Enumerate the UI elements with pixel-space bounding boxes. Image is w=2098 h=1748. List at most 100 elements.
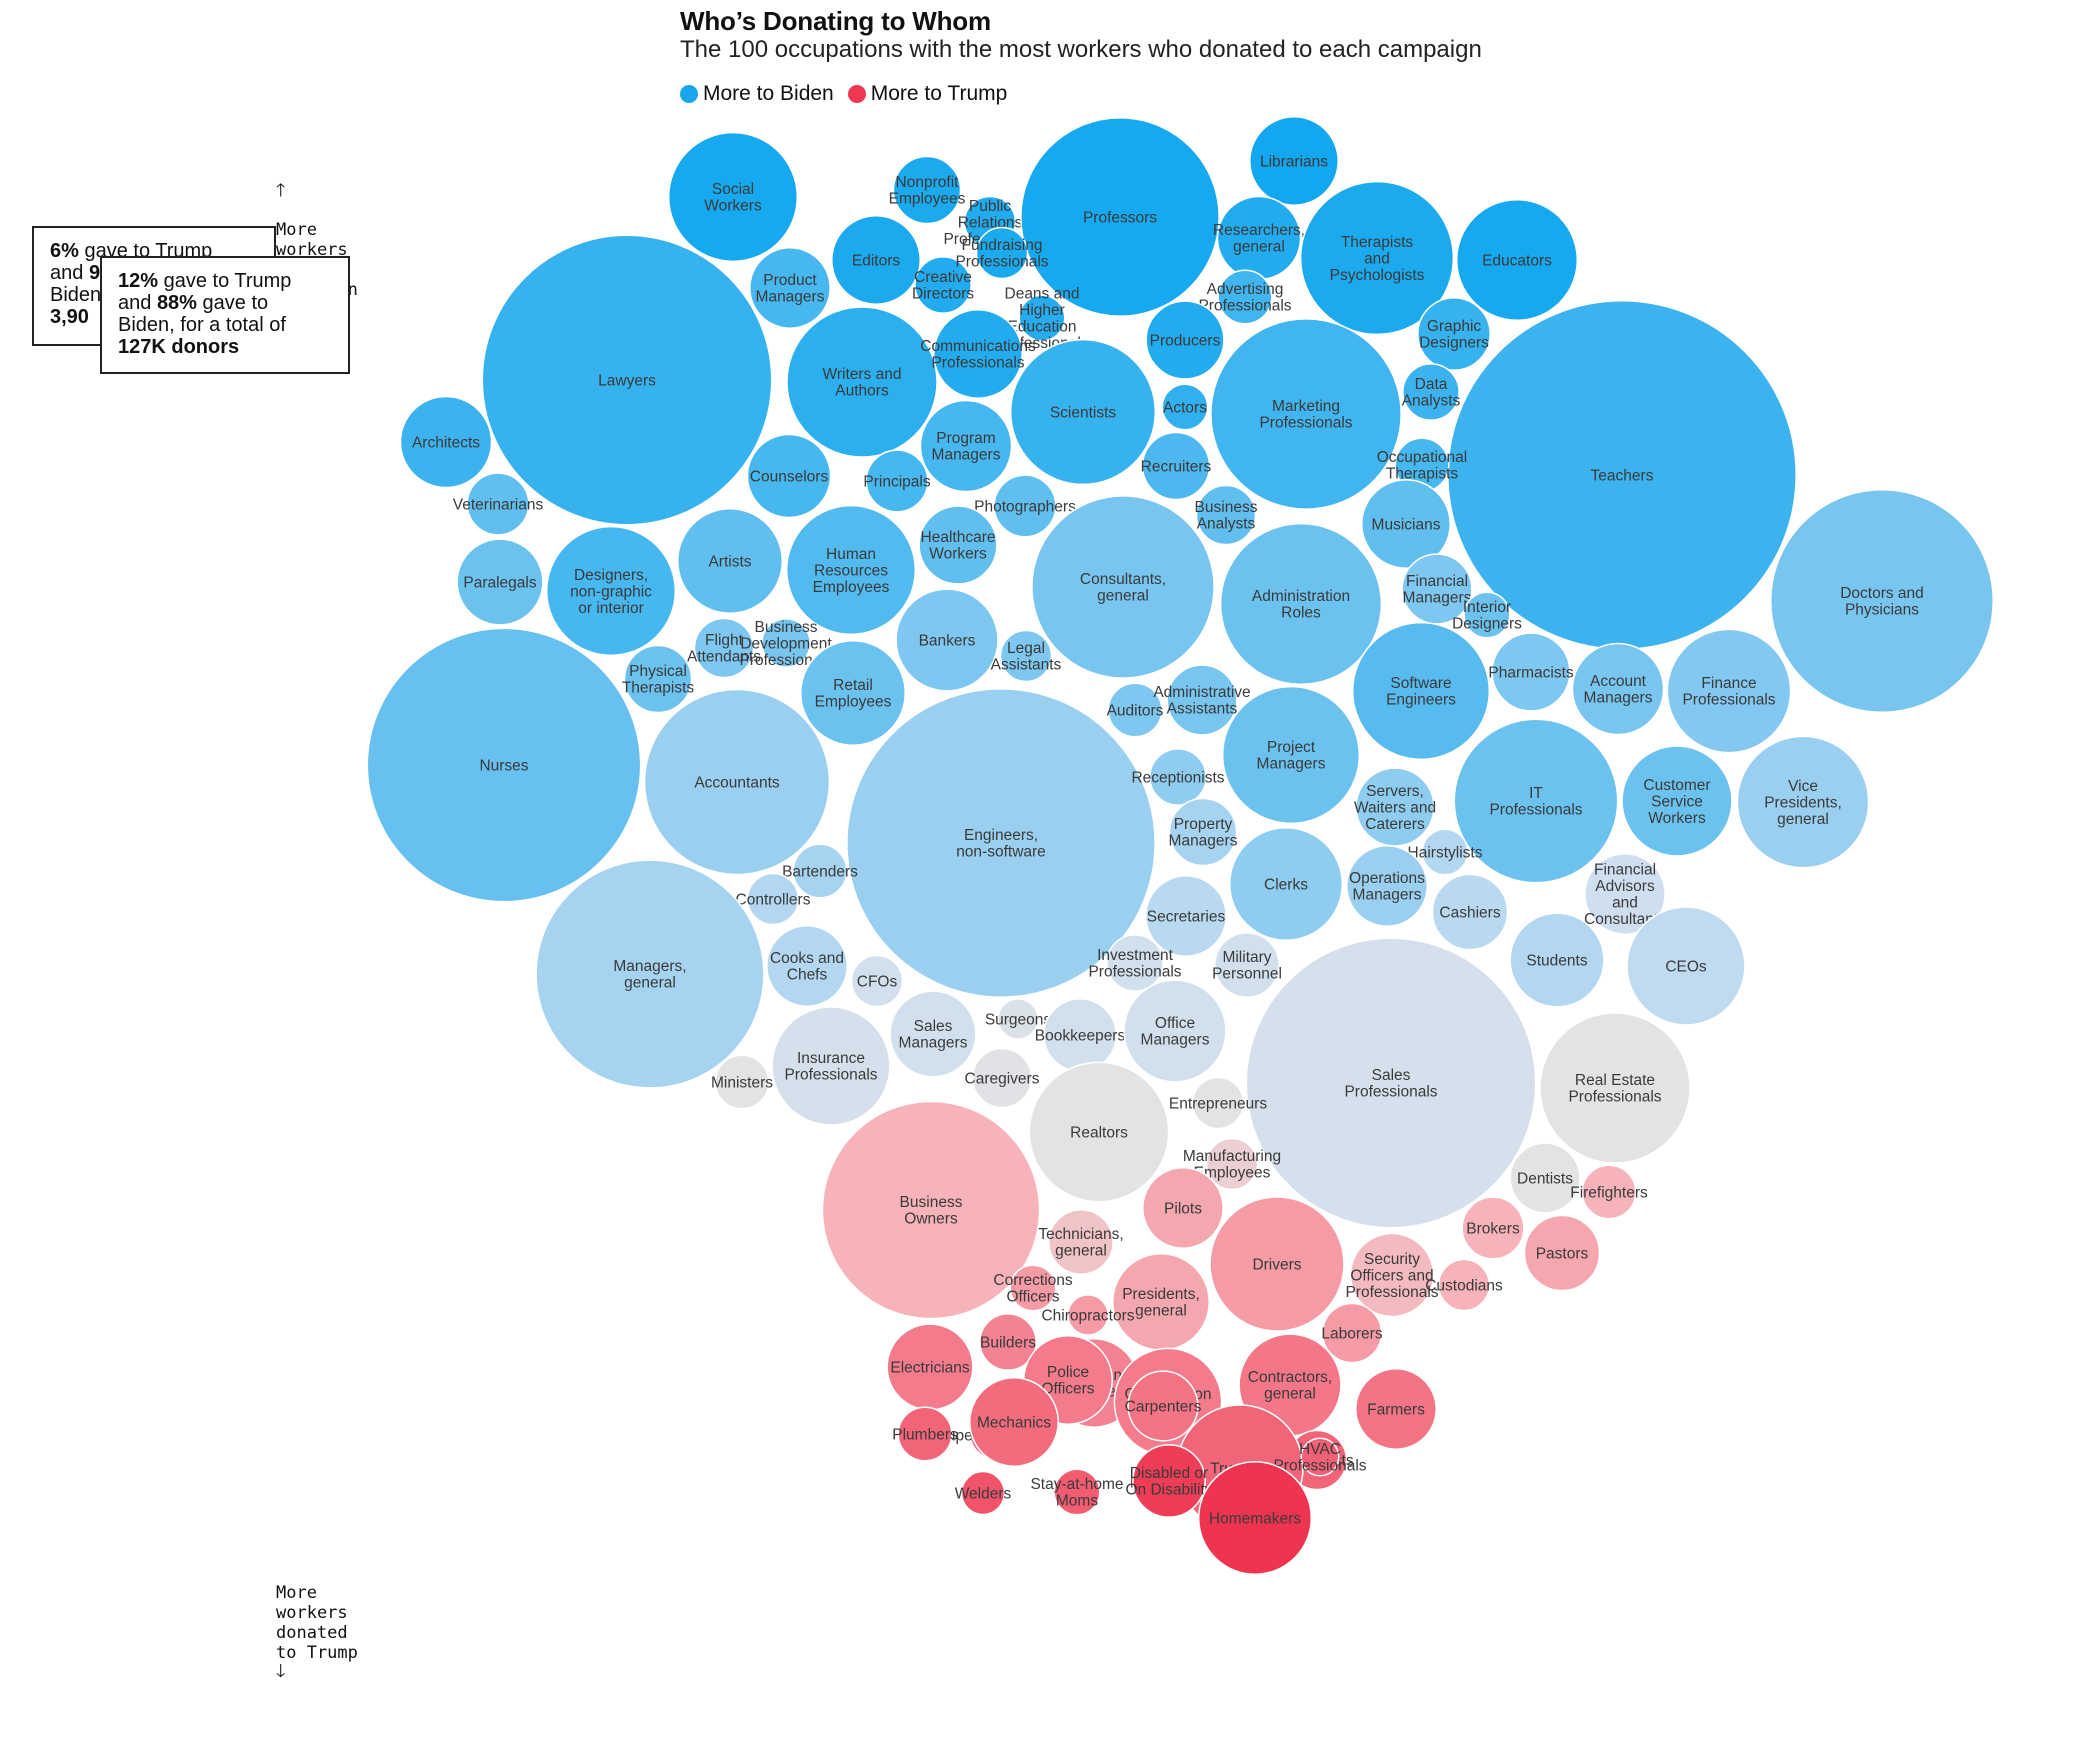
bubble-engineers-non-software[interactable]: Engineers, non-software (846, 688, 1156, 998)
bubble-circle[interactable] (1168, 797, 1238, 867)
bubble-circle[interactable] (1300, 1437, 1340, 1477)
bubble-nonprofit-employees[interactable]: Nonprofit Employees (889, 155, 966, 225)
bubble-manufacturing-employees[interactable]: Manufacturing Employees (1183, 1137, 1281, 1191)
bubble-electricians[interactable]: Electricians (886, 1323, 974, 1411)
bubble-circle[interactable] (1581, 1164, 1637, 1220)
bubble-circle[interactable] (545, 525, 677, 657)
bubble-circle[interactable] (1217, 269, 1273, 325)
bubble-librarians[interactable]: Librarians (1249, 116, 1339, 206)
bubble-circle[interactable] (1210, 318, 1402, 510)
bubble-circle[interactable] (1571, 642, 1665, 736)
bubble-circle[interactable] (933, 309, 1023, 399)
bubble-circle[interactable] (918, 505, 998, 585)
bubble-circle[interactable] (1402, 363, 1460, 421)
bubble-circle[interactable] (1666, 628, 1792, 754)
bubble-clerks[interactable]: Clerks (1228, 826, 1344, 942)
bubble-circle[interactable] (1491, 632, 1571, 712)
bubble-cfos[interactable]: CFOs (850, 954, 904, 1008)
bubble-consultants-general[interactable]: Consultants, general (1031, 495, 1215, 679)
bubble-business-owners[interactable]: Business Owners (821, 1100, 1041, 1320)
bubble-brokers[interactable]: Brokers (1461, 1196, 1525, 1260)
bubble-investment-professionals[interactable]: Investment Professionals (1088, 934, 1182, 992)
bubble-circle[interactable] (1166, 664, 1238, 736)
bubble-account-managers[interactable]: Account Managers (1571, 642, 1665, 736)
bubble-circle[interactable] (892, 155, 962, 225)
bubble-circle[interactable] (1463, 591, 1511, 639)
bubble-welders[interactable]: Welders (955, 1470, 1012, 1516)
bubble-circle[interactable] (1736, 735, 1870, 869)
bubble-circle[interactable] (914, 256, 972, 314)
bubble-circle[interactable] (1351, 621, 1491, 761)
bubble-circle[interactable] (1249, 116, 1339, 206)
bubble-ceos[interactable]: CEOs (1626, 906, 1746, 1026)
bubble-program-managers[interactable]: Program Managers (919, 399, 1013, 493)
bubble-homemakers[interactable]: Homemakers (1197, 1460, 1313, 1576)
bubble-circle[interactable] (785, 504, 917, 636)
bubble-dentists[interactable]: Dentists (1509, 1142, 1581, 1214)
bubble-circle[interactable] (746, 872, 800, 926)
bubble-retail-employees[interactable]: Retail Employees (799, 639, 907, 747)
bubble-surgeons[interactable]: Surgeons (985, 998, 1052, 1040)
bubble-healthcare-workers[interactable]: Healthcare Workers (918, 505, 998, 585)
bubble-circle[interactable] (1361, 479, 1451, 569)
bubble-entrepreneurs[interactable]: Entrepreneurs (1169, 1076, 1267, 1130)
bubble-circle[interactable] (1048, 1209, 1114, 1275)
bubble-circle[interactable] (1437, 1258, 1491, 1312)
bubble-circle[interactable] (1106, 934, 1164, 992)
bubble-circle[interactable] (1321, 1302, 1383, 1364)
bubble-chiropractors[interactable]: Chiropractors (1041, 1294, 1135, 1336)
bubble-laborers[interactable]: Laborers (1321, 1302, 1383, 1364)
bubble-circle[interactable] (1245, 937, 1537, 1229)
bubble-pastors[interactable]: Pastors (1523, 1214, 1601, 1292)
bubble-circle[interactable] (889, 990, 977, 1078)
bubble-social-workers[interactable]: Social Workers (667, 131, 799, 263)
bubble-sales-managers[interactable]: Sales Managers (889, 990, 977, 1078)
bubble-corrections-officers[interactable]: Corrections Officers (993, 1264, 1073, 1312)
bubble-designers-non-graphic-or-interior[interactable]: Designers, non-graphic or interior (545, 525, 677, 657)
bubble-principals[interactable]: Principals (863, 449, 931, 513)
bubble-circle[interactable] (1028, 1061, 1170, 1203)
bubble-circle[interactable] (746, 433, 832, 519)
bubble-circle[interactable] (786, 306, 938, 458)
bubble-it-professionals[interactable]: IT Professionals (1453, 718, 1619, 884)
bubble-circle[interactable] (1214, 932, 1280, 998)
bubble-circle[interactable] (1455, 198, 1579, 322)
bubble-nurses[interactable]: Nurses (366, 627, 642, 903)
bubble-circle[interactable] (846, 688, 1156, 998)
bubble-software-engineers[interactable]: Software Engineers (1351, 621, 1491, 761)
bubble-bankers[interactable]: Bankers (895, 588, 999, 692)
bubble-circle[interactable] (1299, 180, 1455, 336)
bubble-circle[interactable] (676, 507, 784, 615)
bubble-fundraising-professionals[interactable]: Fundraising Professionals (955, 226, 1049, 280)
bubble-security-officers-and-professionals[interactable]: Security Officers and Professionals (1345, 1232, 1439, 1318)
bubble-circle[interactable] (821, 1100, 1041, 1320)
bubble-sales-professionals[interactable]: Sales Professionals (1245, 937, 1537, 1229)
bubble-communications-professionals[interactable]: Communications Professionals (920, 309, 1036, 399)
bubble-farmers[interactable]: Farmers (1355, 1368, 1437, 1450)
bubble-flight-attendants[interactable]: Flight Attendants (687, 617, 761, 679)
bubble-plumbers[interactable]: Plumbers (892, 1406, 958, 1462)
bubble-custodians[interactable]: Custodians (1425, 1258, 1503, 1312)
bubble-circle[interactable] (1509, 912, 1605, 1008)
bubble-insurance-professionals[interactable]: Insurance Professionals (771, 1006, 891, 1126)
bubble-circle[interactable] (366, 627, 642, 903)
bubble-circle[interactable] (1431, 873, 1509, 951)
bubble-hvac-professionals[interactable]: HVAC Professionals (1273, 1437, 1367, 1477)
bubble-operations-managers[interactable]: Operations Managers (1346, 845, 1428, 927)
bubble-controllers[interactable]: Controllers (736, 872, 811, 926)
bubble-circle[interactable] (693, 617, 755, 679)
bubble-therapists-and-psychologists[interactable]: Therapists and Psychologists (1299, 180, 1455, 336)
bubble-circle[interactable] (1161, 383, 1209, 431)
bubble-circle[interactable] (1127, 1370, 1199, 1442)
bubble-circle[interactable] (999, 629, 1053, 683)
bubble-circle[interactable] (1523, 1214, 1601, 1292)
bubble-circle[interactable] (643, 688, 831, 876)
bubble-circle[interactable] (1509, 1142, 1581, 1214)
bubble-caregivers[interactable]: Caregivers (965, 1047, 1040, 1109)
bubble-graphic-designers[interactable]: Graphic Designers (1417, 297, 1491, 371)
bubble-circle[interactable] (1141, 431, 1211, 501)
bubble-auditors[interactable]: Auditors (1107, 682, 1164, 738)
bubble-real-estate-professionals[interactable]: Real Estate Professionals (1539, 1012, 1691, 1164)
bubble-drivers[interactable]: Drivers (1209, 1196, 1345, 1332)
bubble-circle[interactable] (997, 998, 1039, 1040)
